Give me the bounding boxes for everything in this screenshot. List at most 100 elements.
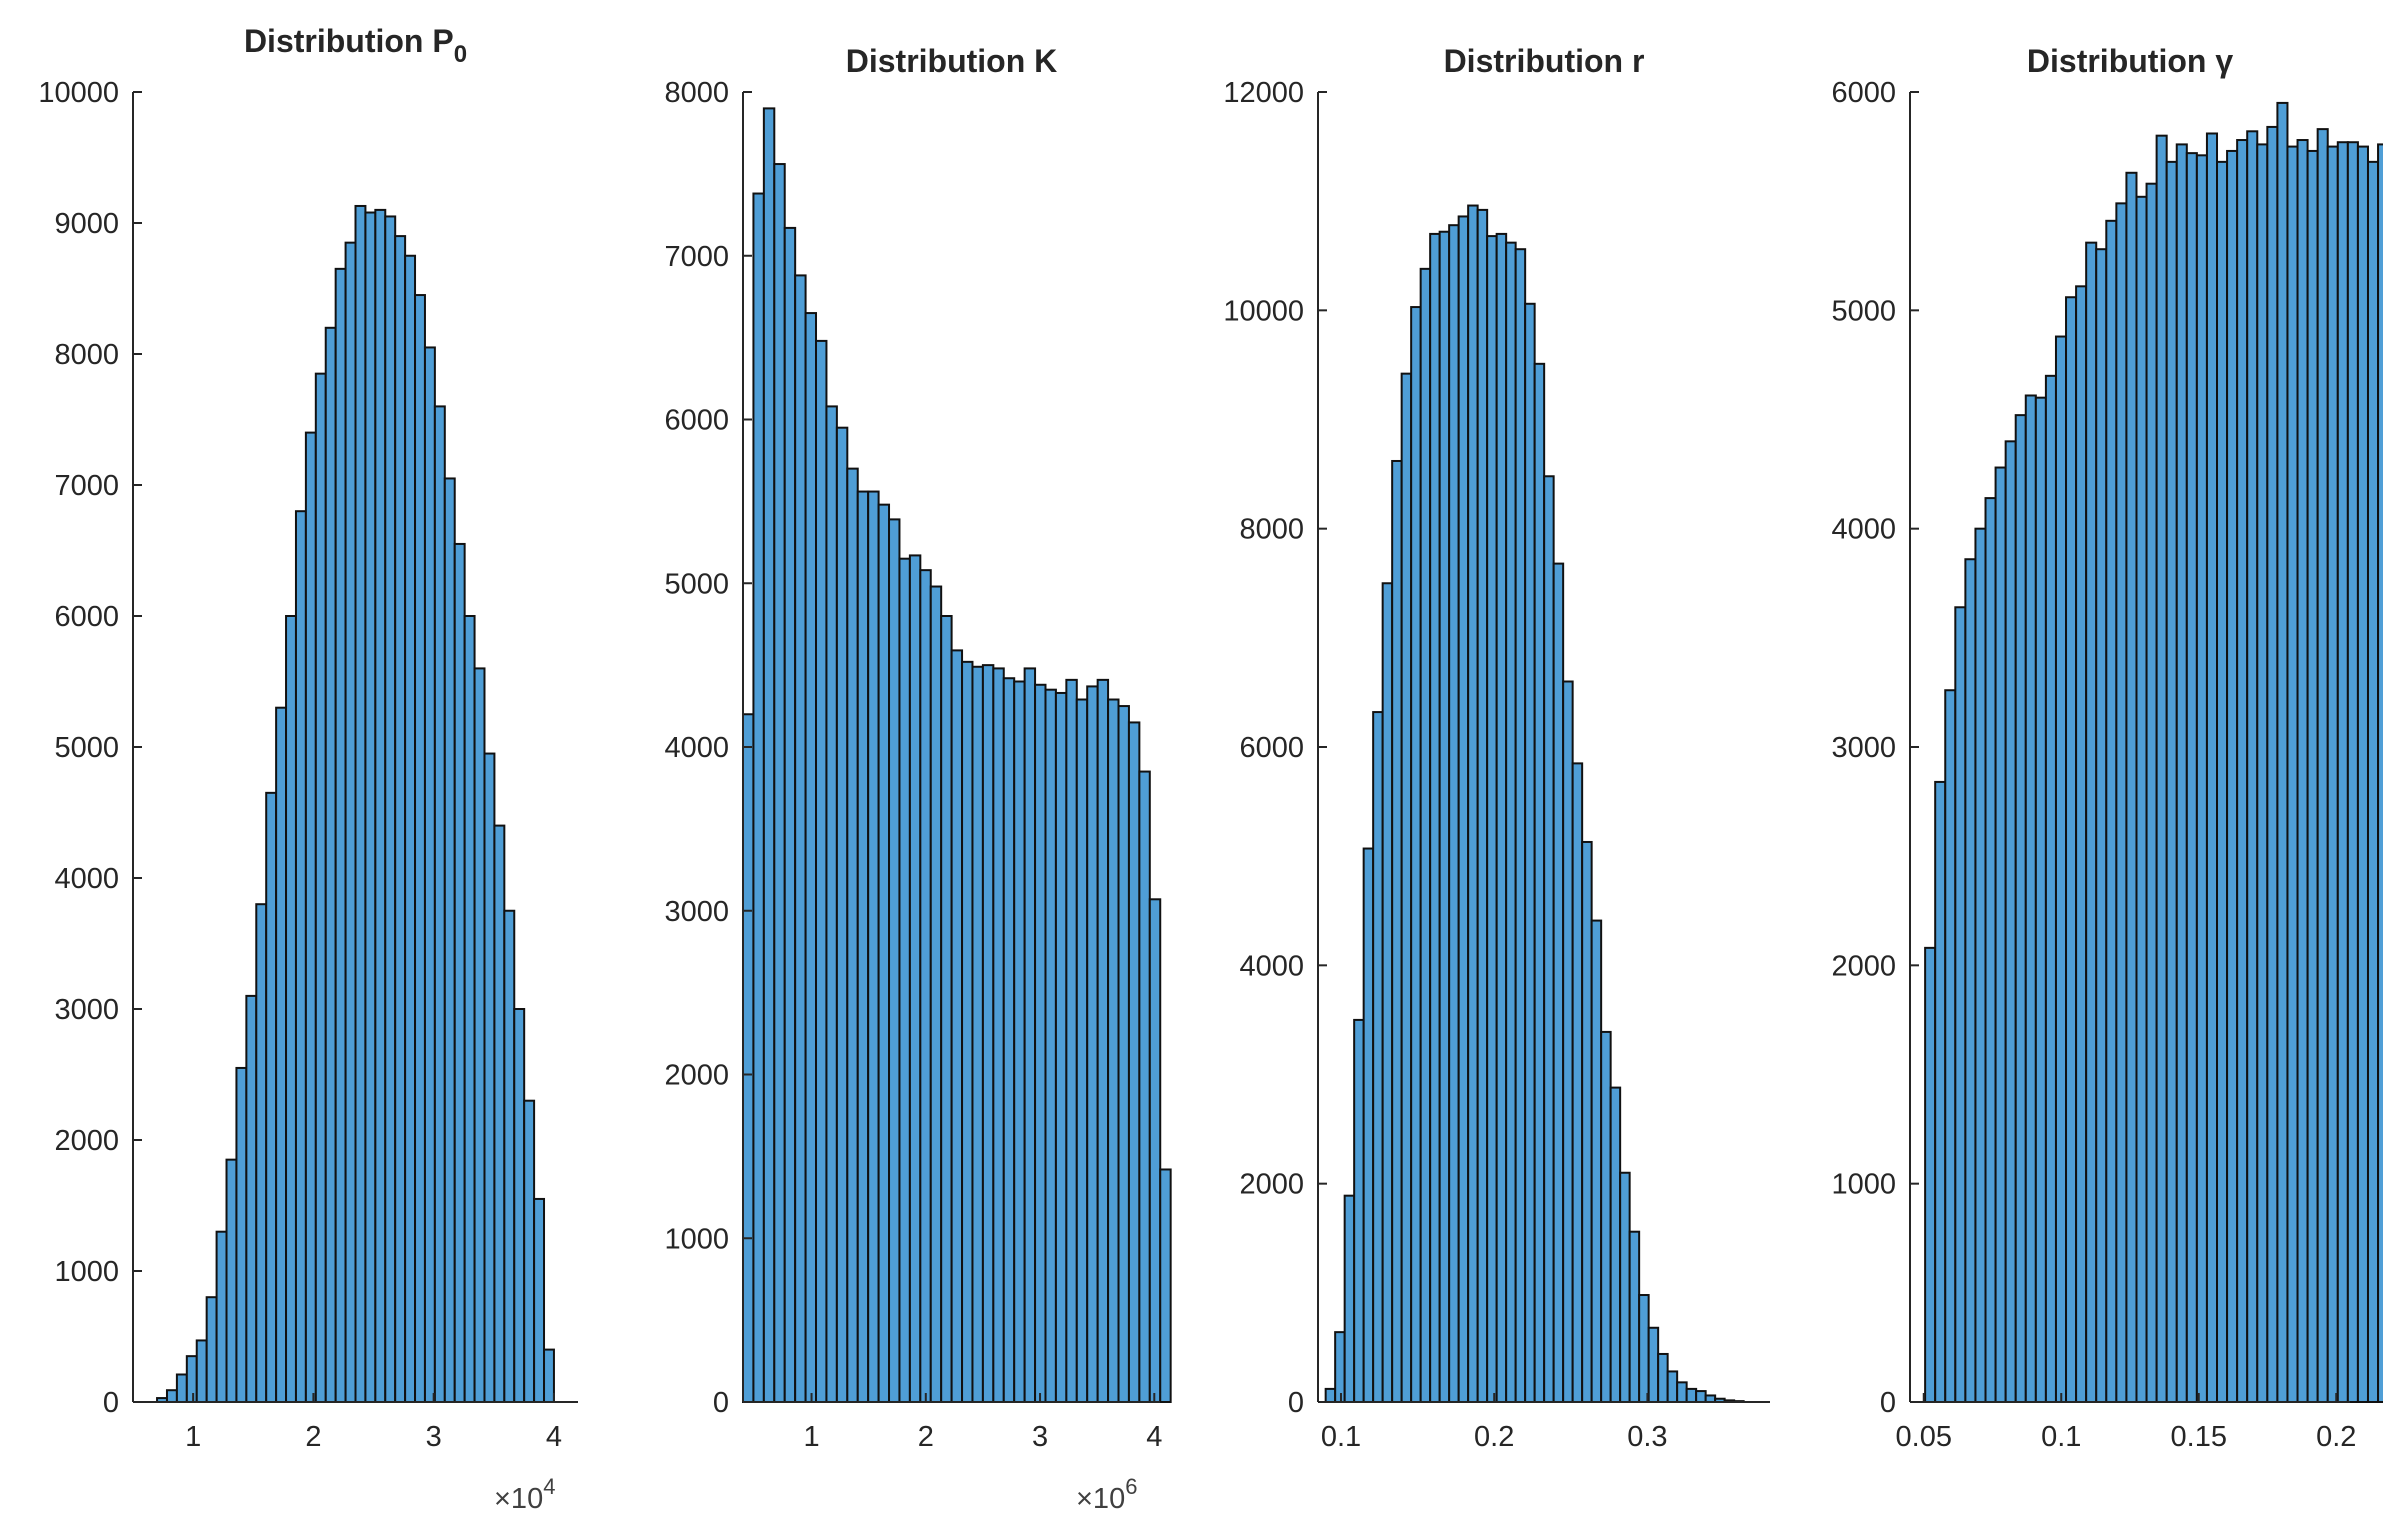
histogram-bar xyxy=(225,1158,238,1404)
histogram-bar xyxy=(773,163,786,1403)
histogram-bar xyxy=(1657,1352,1669,1404)
histogram-bar xyxy=(804,312,818,1403)
y-tick-label: 8000 xyxy=(54,339,119,371)
histogram-bar xyxy=(752,192,765,1403)
histogram-bar xyxy=(1372,711,1384,1403)
x-tick-label: 1 xyxy=(185,1421,201,1453)
histogram-bar xyxy=(1467,204,1479,1404)
histogram-bar xyxy=(2085,241,2098,1403)
y-tick-label: 0 xyxy=(103,1387,119,1419)
histogram-bar xyxy=(324,326,337,1403)
histogram-bar xyxy=(1944,689,1957,1403)
histogram-bar xyxy=(414,294,426,1403)
histogram-bar xyxy=(1571,762,1584,1403)
y-tick-label: 4000 xyxy=(54,863,119,895)
histogram-bar xyxy=(1419,267,1432,1404)
histogram-bar xyxy=(940,615,953,1403)
y-tick-label: 2000 xyxy=(1831,950,1896,982)
histogram-bar xyxy=(762,107,776,1403)
histogram-bar xyxy=(2286,145,2299,1403)
histogram-bar xyxy=(794,274,807,1403)
y-tick-label: 10000 xyxy=(38,77,119,109)
histogram-bar xyxy=(453,542,466,1403)
histogram-panel-k: Distribution K 0 1000 2000 3000 4000 5000 6000… xyxy=(664,43,1172,1515)
y-tick-label: 3000 xyxy=(1831,732,1896,764)
histogram-bar xyxy=(2326,145,2339,1403)
histogram-panel-gamma: Distribution γ 0 1000 2000 3000 4000 5000 6000… xyxy=(1831,43,2383,1453)
histogram-bar xyxy=(742,713,755,1403)
y-tick-label: 7000 xyxy=(664,241,729,273)
histogram-bar xyxy=(2115,202,2128,1404)
histogram-bar xyxy=(877,503,891,1403)
histogram-bar xyxy=(2306,149,2319,1404)
x-axis-exponent: ×106 xyxy=(1076,1474,1137,1515)
x-tick-label: 2 xyxy=(918,1421,934,1453)
histogram-bar xyxy=(2336,141,2349,1403)
histogram-bar xyxy=(1619,1171,1631,1403)
title-subscript: 0 xyxy=(454,41,467,68)
histogram-bar xyxy=(1984,497,1997,1404)
histogram-bar xyxy=(2356,145,2369,1403)
y-tick-label: 0 xyxy=(1288,1387,1304,1419)
histogram-bar xyxy=(1429,232,1441,1404)
chart-title: Distribution P0 xyxy=(244,23,467,68)
histogram-bar xyxy=(1495,232,1508,1404)
histogram-bar xyxy=(2065,296,2078,1404)
y-tick-label: 2000 xyxy=(1239,1169,1304,1201)
y-tick-label: 1000 xyxy=(1831,1169,1896,1201)
histogram-bar xyxy=(1552,562,1565,1403)
histogram-bar xyxy=(2155,134,2168,1404)
histogram-bar xyxy=(285,615,297,1403)
histogram-bar xyxy=(255,903,268,1403)
histogram-bar xyxy=(1647,1326,1660,1404)
histogram-bar xyxy=(1148,898,1162,1403)
histogram-panel-r: Distribution r 0 2000 4000 6000 8000 10000 120… xyxy=(1223,43,1770,1453)
y-tick-label: 6000 xyxy=(54,601,119,633)
histogram-bar xyxy=(384,215,397,1404)
histogram-bar xyxy=(2195,154,2208,1404)
x-tick-label: 3 xyxy=(426,1421,442,1453)
y-tick-label: 4000 xyxy=(664,732,729,764)
histogram-bar xyxy=(1590,919,1603,1403)
histogram-bar xyxy=(2236,139,2249,1404)
histogram-bar xyxy=(1438,230,1451,1404)
histogram-bar xyxy=(1410,306,1422,1403)
histogram-bar xyxy=(2266,125,2279,1403)
histogram-bar xyxy=(2165,160,2178,1403)
histogram-bar xyxy=(1964,558,1977,1403)
y-tick-label: 12000 xyxy=(1223,77,1304,109)
histogram-bar xyxy=(1086,685,1099,1403)
x-tick-label: 0.2 xyxy=(1474,1421,1514,1453)
histogram-bar xyxy=(404,254,417,1403)
histogram-bar xyxy=(2216,160,2229,1403)
histogram-bar xyxy=(1023,667,1037,1403)
histogram-bar xyxy=(533,1197,546,1403)
histogram-bar xyxy=(364,211,377,1403)
histogram-bar xyxy=(2316,128,2329,1403)
histogram-bar xyxy=(473,667,486,1403)
histogram-bar xyxy=(835,426,849,1403)
histogram-bar xyxy=(1324,1387,1337,1404)
histogram-bar xyxy=(1695,1390,1707,1404)
histogram-bar xyxy=(304,431,317,1404)
histogram-bar xyxy=(2346,141,2359,1403)
y-tick-label: 0 xyxy=(713,1387,729,1419)
histogram-bar xyxy=(354,204,367,1404)
histogram-bar xyxy=(1505,241,1517,1403)
x-tick-label: 1 xyxy=(803,1421,819,1453)
histogram-bar xyxy=(1638,1294,1650,1404)
x-tick-label: 0.05 xyxy=(1896,1421,1952,1453)
histogram-bar xyxy=(1054,691,1068,1403)
histogram-bar xyxy=(1391,459,1403,1403)
histogram-bar xyxy=(1514,248,1527,1404)
y-tick-label: 5000 xyxy=(54,732,119,764)
y-tick-label: 5000 xyxy=(664,568,729,600)
histogram-bar xyxy=(1013,680,1026,1403)
histogram-bar xyxy=(2175,143,2188,1403)
y-tick-label: 6000 xyxy=(664,405,729,437)
histogram-bar xyxy=(856,490,870,1403)
histogram-bar xyxy=(1685,1387,1698,1404)
y-tick-label: 1000 xyxy=(664,1223,729,1255)
histogram-bar xyxy=(423,346,436,1404)
histogram-bar xyxy=(543,1348,555,1403)
